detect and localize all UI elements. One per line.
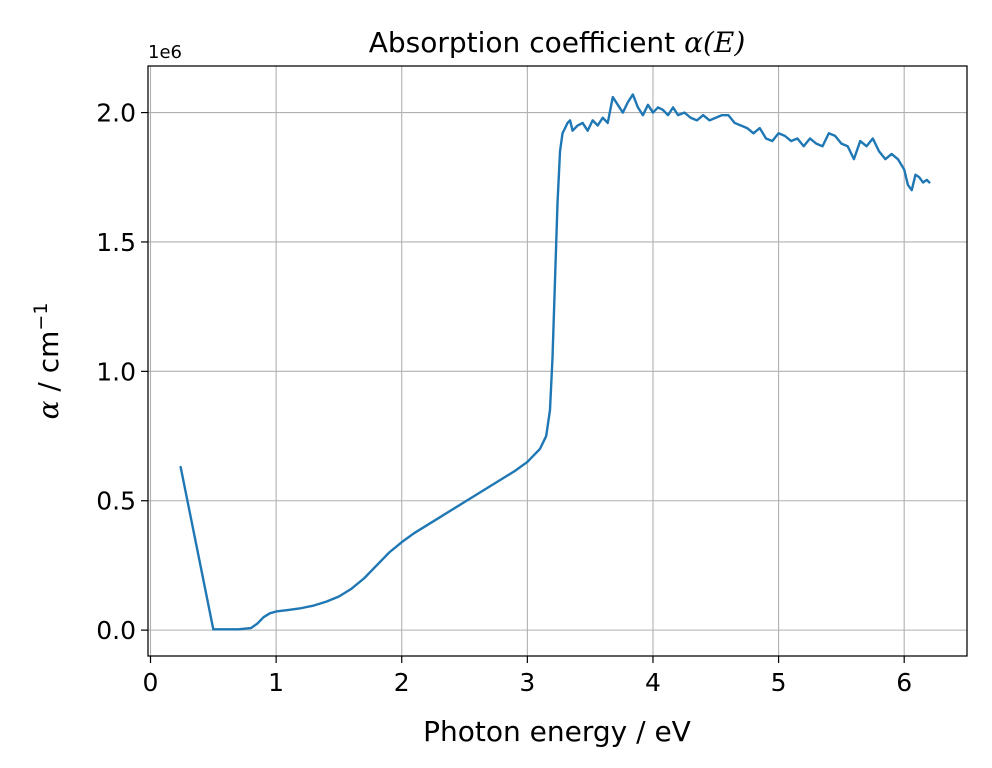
y-tick-label: 2.0 (96, 99, 136, 128)
x-tick-label: 5 (771, 668, 787, 697)
y-offset-text: 1e6 (148, 42, 182, 63)
x-tick-label: 0 (143, 668, 159, 697)
series-line-alpha (179, 93, 931, 631)
y-axis-label-unit: / cm (32, 331, 65, 401)
y-tick-label: 0.0 (96, 616, 136, 645)
chart-title-math: α(E) (684, 26, 745, 59)
y-tick-label: 1.5 (96, 228, 136, 257)
y-axis-label: α / cm−1 (30, 303, 65, 420)
plot-frame (147, 65, 968, 657)
ticks: 0 1 2 3 4 5 6 0.0 0.5 1.0 1.5 2.0 (96, 99, 912, 697)
chart-title: Absorption coefficient α(E) (369, 26, 746, 59)
y-axis-label-exponent: −1 (30, 303, 52, 331)
y-tick-label: 0.5 (96, 487, 136, 516)
x-tick-label: 6 (896, 668, 912, 697)
series-layer (179, 93, 931, 631)
x-tick-label: 4 (645, 668, 661, 697)
y-axis-label-symbol: α (32, 400, 65, 419)
x-axis-label: Photon energy / eV (423, 715, 691, 748)
y-tick-label: 1.0 (96, 357, 136, 386)
x-tick-label: 2 (394, 668, 410, 697)
x-tick-label: 3 (519, 668, 535, 697)
x-tick-label: 1 (268, 668, 284, 697)
grid (148, 66, 967, 656)
chart-title-text: Absorption coefficient (369, 26, 684, 59)
